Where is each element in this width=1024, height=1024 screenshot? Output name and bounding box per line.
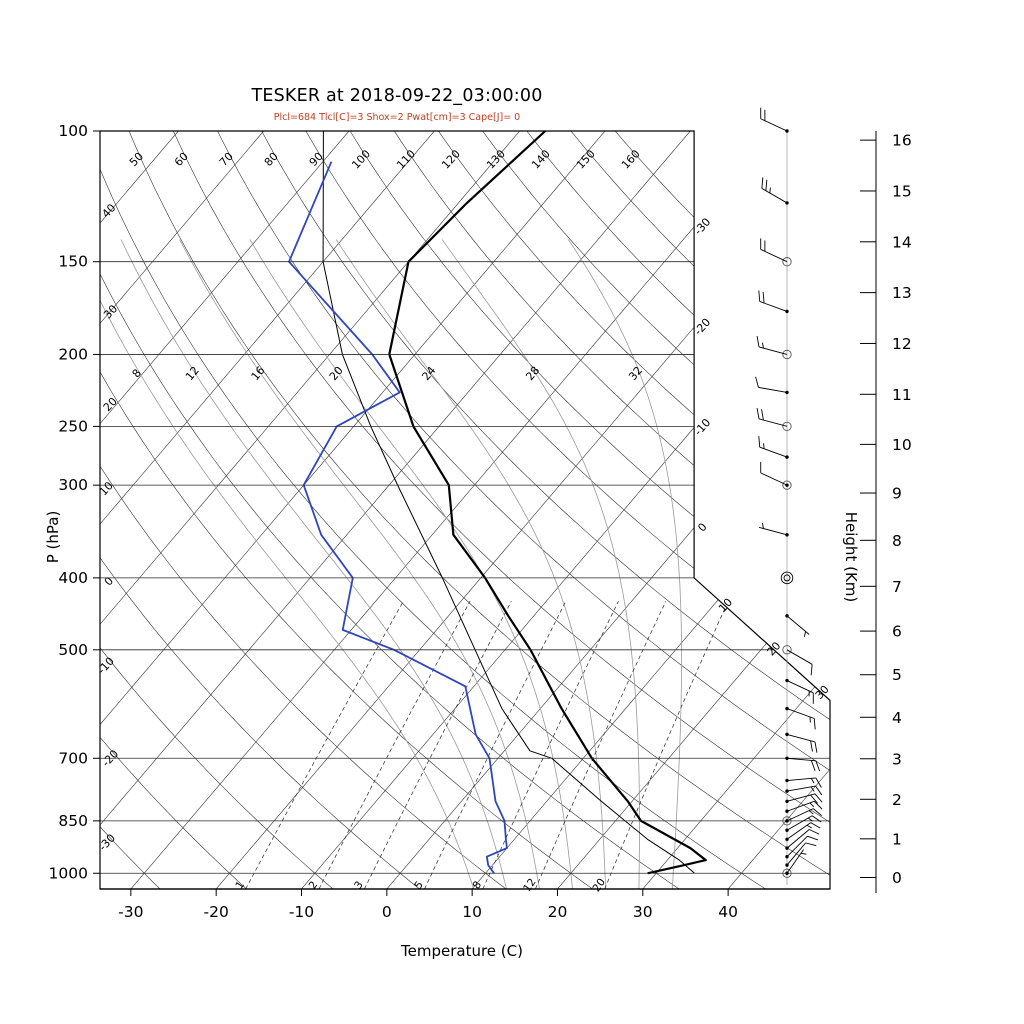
- svg-text:12: 12: [521, 876, 539, 894]
- svg-text:7: 7: [892, 578, 902, 596]
- svg-text:-10: -10: [95, 655, 117, 677]
- svg-text:200: 200: [58, 345, 88, 363]
- dewpoint-curve: [288, 161, 508, 874]
- isotherm-lines: [100, 131, 830, 889]
- svg-text:14: 14: [892, 233, 912, 251]
- svg-text:400: 400: [58, 569, 88, 587]
- svg-text:8: 8: [892, 532, 902, 550]
- svg-text:5: 5: [892, 666, 902, 684]
- svg-text:15: 15: [892, 182, 912, 200]
- svg-text:250: 250: [58, 417, 88, 435]
- svg-text:3: 3: [892, 750, 902, 768]
- parcel-trace-curve: [322, 131, 695, 874]
- svg-text:1: 1: [233, 879, 247, 891]
- mixing-ratio-lines: [245, 601, 729, 889]
- svg-text:11: 11: [892, 386, 912, 404]
- svg-text:-30: -30: [118, 903, 143, 921]
- svg-text:30: 30: [633, 903, 653, 921]
- svg-text:16: 16: [249, 364, 268, 383]
- svg-text:2: 2: [307, 879, 321, 891]
- svg-text:1: 1: [892, 830, 902, 848]
- svg-text:16: 16: [892, 132, 912, 150]
- svg-text:0: 0: [695, 520, 709, 534]
- svg-text:4: 4: [892, 709, 902, 727]
- svg-text:20: 20: [548, 903, 568, 921]
- svg-text:5: 5: [412, 879, 426, 891]
- svg-text:150: 150: [574, 147, 598, 171]
- temperature-axis: -30 -20 -10 0 10 20 30 40: [100, 888, 830, 921]
- chart-parameters: Plcl=684 Tlcl[C]=3 Shox=2 Pwat[cm]=3 Cap…: [273, 112, 521, 123]
- svg-text:300: 300: [58, 476, 88, 494]
- temperature-axis-label: Temperature (C): [401, 942, 523, 960]
- svg-text:40: 40: [718, 903, 738, 921]
- svg-text:0: 0: [382, 903, 392, 921]
- svg-text:120: 120: [439, 147, 463, 171]
- svg-text:-20: -20: [692, 316, 714, 338]
- svg-text:850: 850: [58, 812, 88, 830]
- svg-text:100: 100: [349, 147, 373, 171]
- svg-text:6: 6: [892, 623, 902, 641]
- svg-text:20: 20: [327, 364, 346, 383]
- svg-text:-10: -10: [692, 416, 714, 438]
- svg-text:-20: -20: [100, 747, 122, 769]
- svg-text:13: 13: [892, 284, 912, 302]
- chart-title: TESKER at 2018-09-22_03:00:00: [251, 86, 543, 106]
- svg-text:20: 20: [101, 395, 120, 414]
- svg-text:700: 700: [58, 749, 88, 767]
- temperature-curve: [388, 131, 707, 875]
- svg-text:28: 28: [523, 364, 542, 383]
- svg-text:60: 60: [172, 150, 191, 169]
- svg-text:80: 80: [262, 150, 281, 169]
- svg-text:10: 10: [892, 436, 912, 454]
- svg-text:140: 140: [529, 147, 553, 171]
- svg-text:9: 9: [892, 485, 902, 503]
- svg-text:0: 0: [892, 869, 902, 887]
- plot-outline: [99, 130, 831, 890]
- pressure-axis: 100 150 200 250 300 400 500 700 850 1000: [49, 122, 100, 882]
- svg-text:110: 110: [394, 147, 418, 171]
- dry-adiabat-lines: [100, 131, 830, 889]
- wind-barbs: [755, 107, 823, 885]
- svg-text:150: 150: [58, 253, 88, 271]
- moist-adiabat-labels: 8 12 16 20 24 28 32: [130, 364, 646, 383]
- svg-text:500: 500: [58, 641, 88, 659]
- svg-text:-10: -10: [289, 903, 314, 921]
- svg-text:-30: -30: [692, 215, 714, 237]
- svg-text:12: 12: [183, 364, 202, 383]
- mixing-ratio-labels: 1 2 3 5 8 12 20: [233, 876, 608, 894]
- svg-text:10: 10: [462, 903, 482, 921]
- svg-text:70: 70: [217, 150, 236, 169]
- svg-text:160: 160: [619, 147, 643, 171]
- svg-text:2: 2: [892, 791, 902, 809]
- svg-text:-20: -20: [204, 903, 229, 921]
- svg-text:100: 100: [58, 122, 88, 140]
- svg-text:12: 12: [892, 335, 912, 353]
- pressure-gridlines: [100, 130, 830, 874]
- svg-text:1000: 1000: [49, 864, 88, 882]
- svg-text:50: 50: [127, 150, 146, 169]
- svg-text:3: 3: [352, 879, 366, 891]
